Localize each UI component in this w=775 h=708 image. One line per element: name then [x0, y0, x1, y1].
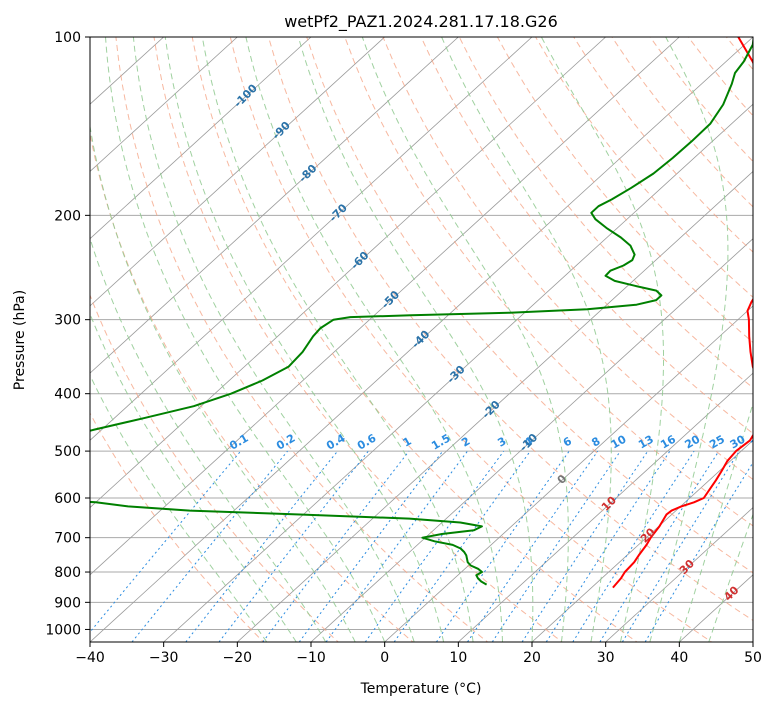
y-tick-label: 700 [54, 531, 81, 547]
isotherm-line [458, 372, 753, 642]
isotherm-line [90, 37, 385, 307]
moist-adiabat-line [201, 37, 474, 642]
mixing-ratio-line [545, 450, 671, 642]
dry-adiabats [90, 37, 753, 642]
plot-area: 0.10.20.40.611.52346810131620253036-100-… [90, 37, 768, 642]
mixing-ratio-line [262, 450, 410, 642]
dry-adiabat-line [535, 37, 753, 298]
x-tick-label: −30 [149, 650, 179, 666]
y-tick-label: 200 [54, 208, 81, 224]
moist-adiabat-line [90, 123, 356, 642]
x-axis-label: Temperature (°C) [360, 681, 482, 697]
x-tick-label: 10 [449, 650, 467, 666]
isotherm-line [237, 170, 753, 642]
mixing-ratio-line [90, 450, 242, 633]
mixing-ratio-line [521, 450, 649, 642]
mixing-ratio-label: 36 [748, 432, 768, 451]
dry-adiabat-line [344, 37, 753, 527]
isotherm-line [90, 37, 753, 642]
y-axis-label: Pressure (hPa) [12, 290, 28, 390]
moist-adiabat-line [540, 37, 664, 642]
sounding-profiles [90, 37, 753, 589]
dry-adiabat-line [229, 37, 713, 642]
isotherm-line [90, 37, 533, 441]
mixing-ratio-line [325, 450, 468, 642]
y-tick-label: 100 [54, 30, 81, 46]
moist-adiabat-line [90, 374, 268, 642]
dry-adiabat-line [153, 37, 564, 642]
dry-adiabat-line [306, 37, 753, 574]
dry-adiabat-line [458, 37, 753, 389]
mixing-ratio-line [364, 450, 505, 642]
isotherm-line [90, 37, 312, 240]
mixing-ratio-line [599, 450, 720, 642]
y-tick-label: 1000 [45, 622, 81, 638]
dry-adiabat-line [90, 131, 414, 642]
x-tick-label: −20 [223, 650, 253, 666]
x-tick-label: 20 [523, 650, 541, 666]
dry-adiabat-line [496, 37, 753, 344]
mixing-ratio-line [644, 461, 753, 642]
x-tick-label: −10 [296, 650, 326, 666]
moist-adiabat-line [245, 37, 503, 642]
dry-adiabat-line [420, 37, 753, 435]
moist-adiabats [90, 37, 753, 642]
mixing-ratio-line [131, 450, 288, 642]
y-tick-label: 800 [54, 565, 81, 581]
y-tick-label: 300 [54, 313, 81, 329]
temperature-profile-line [612, 37, 753, 589]
moist-adiabat-line [361, 37, 569, 642]
isotherm-line [605, 507, 753, 642]
x-tick-label: 50 [744, 650, 762, 666]
isotherm-line [531, 439, 753, 642]
dry-adiabat-line [191, 37, 638, 642]
moist-adiabat-line [649, 37, 729, 642]
moist-adiabat-line [132, 37, 415, 642]
mixing-ratio-lines [90, 450, 753, 642]
x-tick-label: 30 [597, 650, 615, 666]
y-tick-label: 400 [54, 387, 81, 403]
plot-frame [89, 36, 754, 643]
moist-adiabat-line [441, 37, 612, 642]
mixing-ratio-line [621, 450, 740, 642]
isotherm-line [90, 37, 680, 576]
chart-title: wetPf2_PAZ1.2024.281.17.18.G26 [284, 12, 558, 32]
moist-adiabat-line [90, 312, 297, 642]
isotherm-line [163, 103, 753, 642]
isotherm-grid [90, 37, 753, 642]
x-tick-label: −40 [75, 650, 105, 666]
isotherm-line [90, 37, 606, 509]
isotherm-line [384, 305, 753, 642]
moist-adiabat-line [90, 236, 327, 642]
dry-adiabat-line [382, 37, 753, 481]
moist-adiabat-line [105, 37, 386, 642]
y-tick-label: 500 [54, 444, 81, 460]
dry-adiabat-line [90, 293, 339, 642]
isotherm-line [90, 37, 459, 374]
moist-adiabat-line [164, 37, 445, 642]
isotherm-line [90, 37, 238, 172]
x-tick-label: 40 [670, 650, 688, 666]
y-tick-label: 900 [54, 595, 81, 611]
dewpoint-profile-line [90, 37, 753, 586]
moist-adiabat-line [708, 513, 753, 642]
moist-adiabat-line [297, 37, 534, 642]
dry-adiabat-line [268, 37, 753, 622]
mixing-ratio-line [393, 450, 531, 642]
dry-adiabat-line [115, 37, 489, 642]
y-tick-label: 600 [54, 491, 81, 507]
moist-adiabat-line [678, 401, 753, 642]
x-tick-label: 0 [380, 650, 389, 666]
axis-ticks: −40 −30 −20 −10 0 10 20 30 40 50 100 200 300 400 500 60… [45, 30, 762, 666]
dry-adiabat-line [90, 412, 265, 642]
